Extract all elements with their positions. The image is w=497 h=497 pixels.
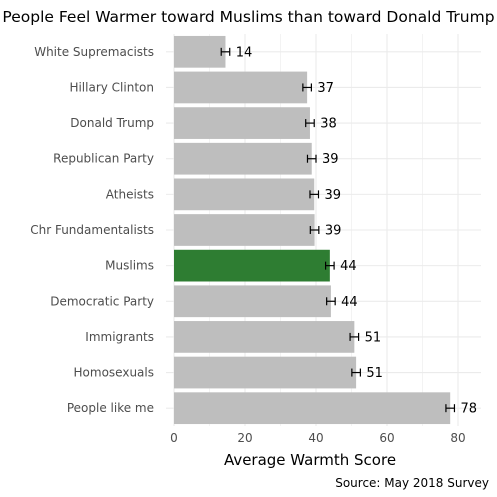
bar [174,249,330,282]
bar [174,356,357,389]
bar [174,285,331,318]
category-label: People like me [67,401,154,415]
category-labels: White Supremacists Hillary Clinton Donald … [30,45,154,415]
data-label: 44 [341,295,358,310]
data-label: 38 [320,117,337,132]
category-label: Chr Fundamentalists [30,223,154,237]
x-axis-title: Average Warmth Score [224,451,396,469]
data-label: 51 [365,330,382,345]
x-tick-label: 40 [308,431,323,445]
data-label: 37 [317,81,334,96]
x-tick-labels: 0 20 40 60 80 [170,431,465,445]
source-caption: Source: May 2018 Survey [335,476,489,490]
value-labels: 14 37 38 39 39 39 44 44 51 51 78 [236,45,477,416]
category-label: Muslims [105,259,154,273]
x-tick-label: 60 [379,431,394,445]
category-label: Republican Party [53,152,154,166]
bar [174,71,308,104]
category-label: White Supremacists [34,45,154,59]
bar [174,214,315,246]
bar [174,392,451,425]
bar [174,107,310,139]
bars [174,35,451,425]
bar [174,142,312,175]
x-tick-label: 20 [237,431,252,445]
category-label: Hillary Clinton [69,80,154,94]
data-label: 51 [366,366,383,381]
category-label: Immigrants [85,330,154,344]
data-label: 78 [460,402,477,417]
data-label: 14 [236,45,253,60]
chart-title: People Feel Warmer toward Muslims than t… [2,8,494,26]
x-tick-label: 0 [170,431,178,445]
bar [174,35,226,68]
data-label: 39 [325,224,342,239]
category-label: Democratic Party [50,294,154,308]
data-label: 44 [340,259,357,274]
category-label: Atheists [106,187,154,201]
bar [174,321,355,353]
x-tick-label: 80 [450,431,465,445]
bar [174,178,315,211]
data-label: 39 [324,188,341,203]
category-label: Homosexuals [74,366,154,380]
data-label: 39 [322,152,339,167]
error-bars [220,47,456,413]
category-label: Donald Trump [70,116,154,130]
